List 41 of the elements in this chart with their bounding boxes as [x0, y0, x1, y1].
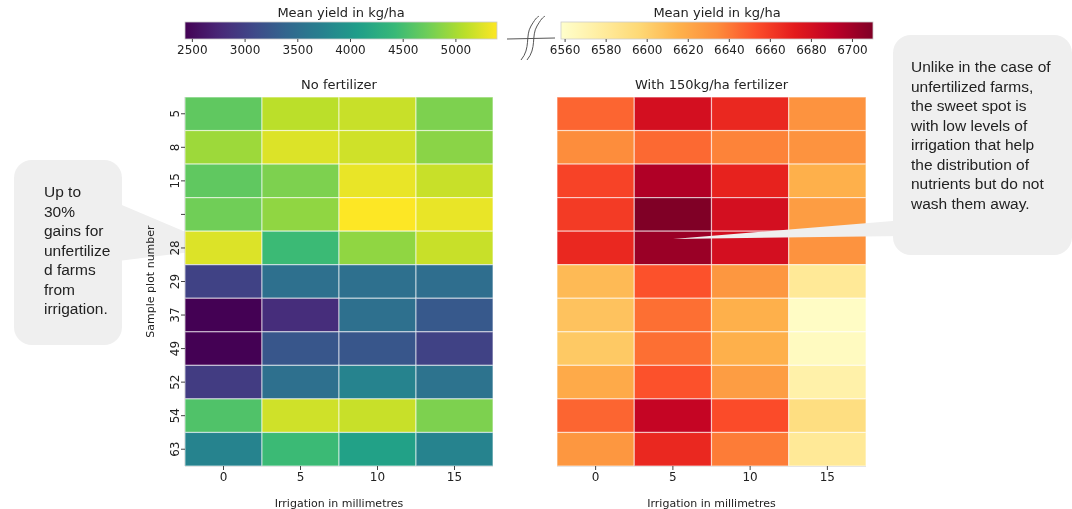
color-bar-label: 3500 [282, 43, 314, 57]
color-bar-label: 4500 [387, 43, 419, 57]
x-tick-label: 0 [591, 469, 600, 484]
color-bar-label: 6660 [755, 43, 786, 57]
x-tick-label: 15 [446, 469, 463, 484]
x-tick-label: 10 [742, 469, 758, 484]
y-tick-label: 8 [168, 143, 182, 152]
color-bar-label: 5000 [440, 43, 472, 57]
color-bar-label: 6620 [672, 43, 704, 57]
color-bar-label: 3000 [229, 43, 261, 57]
x-tick-label: 5 [669, 469, 677, 484]
color-bar-label: 6640 [714, 43, 745, 57]
y-tick-label: 63 [168, 441, 182, 457]
color-bar-label: 4000 [335, 43, 366, 57]
x-tick-label: 0 [219, 469, 228, 484]
y-axis-title: Sample plot number [143, 224, 157, 338]
text: Up to 30% gains for unfertilized farms from irrigation. [44, 182, 112, 319]
y-tick-label: 49 [168, 340, 182, 357]
x-axis-title: Irrigation in millimetres [274, 497, 404, 509]
color-bar-label: 6700 [837, 43, 868, 57]
x-tick-label: 15 [819, 469, 836, 484]
text: Unlike in the case of unfertilized farms, the sweet spot is with low levels of irrigation that help the distribution of nutrients but do not wash them away. [911, 57, 1052, 213]
chart-title: No fertilizer [300, 77, 378, 92]
y-tick-label: 28 [168, 240, 182, 256]
y-tick-label: 29 [168, 273, 182, 290]
y-tick-label: 37 [168, 307, 182, 323]
y-tick-label: 15 [168, 173, 182, 189]
color-bar-label: 6680 [796, 43, 827, 57]
y-tick-label: 5 [168, 109, 182, 118]
color-bar-label: 6580 [590, 43, 622, 57]
x-tick-label: 5 [296, 469, 305, 484]
y-tick-label: 52 [168, 374, 182, 390]
y-tick-label: 54 [168, 408, 182, 424]
x-tick-label: 10 [369, 469, 386, 484]
color-bar-title: Mean yield in kg/ha [653, 5, 781, 20]
chart-title: With 150kg/ha fertilizer [634, 77, 789, 92]
x-axis-title: Irrigation in millimetres [647, 497, 777, 509]
color-bar-label: 2500 [177, 43, 208, 57]
color-bar-label: 6600 [631, 43, 663, 57]
color-bar-title: Mean yield in kg/ha [277, 5, 405, 20]
color-bar-label: 6560 [549, 43, 581, 57]
